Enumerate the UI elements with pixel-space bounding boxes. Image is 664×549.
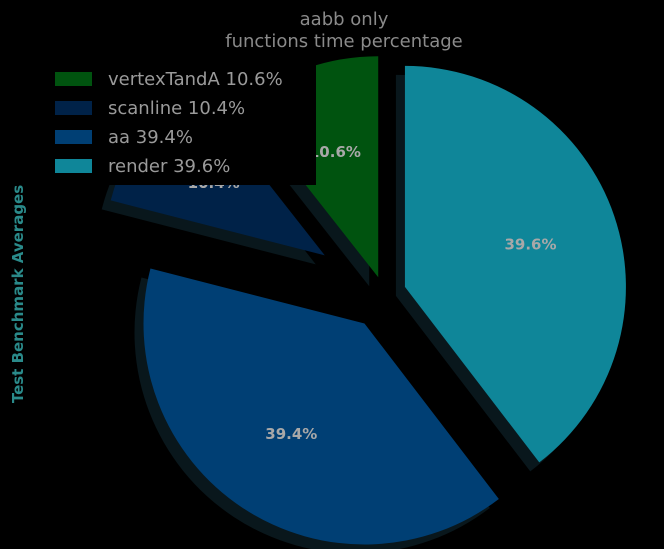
legend-label-vertexTandA: vertexTandA 10.6% [108, 69, 283, 90]
legend: vertexTandA 10.6% scanline 10.4% aa 39.4% r… [46, 63, 316, 185]
chart-title-line-1: aabb only [300, 9, 389, 30]
legend-label-scanline: scanline 10.4% [108, 98, 245, 119]
legend-swatch-vertexTandA [55, 72, 92, 86]
legend-swatch-aa [55, 130, 92, 144]
y-axis-label: Test Benchmark Averages [9, 185, 27, 403]
chart-title-line-2: functions time percentage [225, 31, 463, 52]
legend-label-render: render 39.6% [108, 156, 230, 177]
slice-percent-label-render: 39.6% [504, 235, 556, 253]
legend-swatch-scanline [55, 101, 92, 115]
legend-swatch-render [55, 159, 92, 173]
legend-label-aa: aa 39.4% [108, 127, 193, 148]
slice-percent-label-vertexTandA: 10.6% [309, 143, 361, 161]
pie-slice-aa [143, 268, 499, 545]
pie-slice-render [404, 65, 626, 463]
slice-percent-label-aa: 39.4% [265, 425, 317, 443]
